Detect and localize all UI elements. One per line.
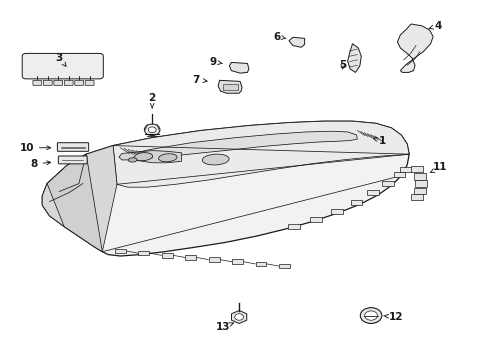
Text: 3: 3 <box>56 53 66 66</box>
FancyBboxPatch shape <box>256 262 267 266</box>
FancyBboxPatch shape <box>400 167 412 172</box>
Text: 10: 10 <box>19 143 50 153</box>
Circle shape <box>235 314 244 320</box>
FancyBboxPatch shape <box>350 200 362 205</box>
FancyBboxPatch shape <box>64 80 73 85</box>
Text: 1: 1 <box>373 136 387 145</box>
FancyBboxPatch shape <box>33 80 42 85</box>
Polygon shape <box>42 121 409 256</box>
Text: 5: 5 <box>339 60 346 70</box>
FancyBboxPatch shape <box>411 166 423 172</box>
Text: 11: 11 <box>430 162 448 172</box>
FancyBboxPatch shape <box>185 255 196 260</box>
FancyBboxPatch shape <box>414 173 426 180</box>
FancyBboxPatch shape <box>54 80 63 85</box>
FancyBboxPatch shape <box>411 194 423 201</box>
Polygon shape <box>347 44 361 72</box>
Polygon shape <box>47 154 102 252</box>
Polygon shape <box>125 131 357 158</box>
FancyBboxPatch shape <box>310 217 322 222</box>
FancyBboxPatch shape <box>415 180 427 187</box>
FancyBboxPatch shape <box>115 249 126 253</box>
Circle shape <box>365 311 377 320</box>
Ellipse shape <box>128 158 137 162</box>
Text: 13: 13 <box>216 322 233 332</box>
FancyBboxPatch shape <box>367 190 379 195</box>
FancyBboxPatch shape <box>85 80 94 85</box>
Polygon shape <box>289 37 305 47</box>
FancyBboxPatch shape <box>57 143 89 151</box>
Text: 6: 6 <box>273 32 286 41</box>
Text: 2: 2 <box>148 93 156 108</box>
Ellipse shape <box>159 154 177 162</box>
Circle shape <box>145 124 160 135</box>
Polygon shape <box>113 121 409 187</box>
Ellipse shape <box>134 153 152 161</box>
Text: 8: 8 <box>30 159 50 169</box>
FancyBboxPatch shape <box>382 181 393 186</box>
FancyBboxPatch shape <box>44 80 52 85</box>
Polygon shape <box>231 311 247 323</box>
Polygon shape <box>218 80 242 93</box>
Polygon shape <box>119 150 181 163</box>
Circle shape <box>148 127 156 133</box>
FancyBboxPatch shape <box>232 260 243 264</box>
FancyBboxPatch shape <box>223 84 238 90</box>
FancyBboxPatch shape <box>22 53 103 79</box>
FancyBboxPatch shape <box>139 251 149 256</box>
FancyBboxPatch shape <box>209 257 220 262</box>
FancyBboxPatch shape <box>75 80 84 85</box>
FancyBboxPatch shape <box>331 209 343 214</box>
Polygon shape <box>229 62 249 73</box>
FancyBboxPatch shape <box>288 224 300 229</box>
FancyBboxPatch shape <box>58 156 87 164</box>
FancyBboxPatch shape <box>162 253 172 258</box>
Text: 9: 9 <box>210 57 222 67</box>
Circle shape <box>360 308 382 323</box>
Polygon shape <box>397 24 433 72</box>
FancyBboxPatch shape <box>279 264 290 269</box>
Polygon shape <box>42 145 117 252</box>
Text: 12: 12 <box>384 312 404 322</box>
Text: 7: 7 <box>193 75 207 85</box>
Text: 4: 4 <box>429 21 441 31</box>
FancyBboxPatch shape <box>393 172 405 177</box>
FancyBboxPatch shape <box>414 188 426 194</box>
Ellipse shape <box>202 154 229 165</box>
